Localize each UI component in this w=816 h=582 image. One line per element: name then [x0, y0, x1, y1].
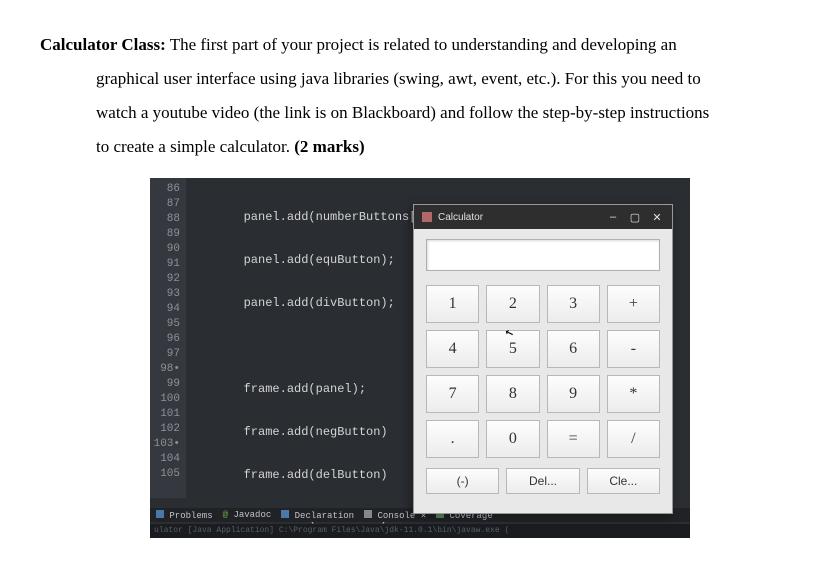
line-number: 99 — [150, 377, 186, 392]
line-number: 86 — [150, 182, 186, 197]
line-number: 93 — [150, 287, 186, 302]
problems-icon — [156, 510, 164, 518]
key-1[interactable]: 1 — [426, 285, 479, 323]
key-4[interactable]: 4 — [426, 330, 479, 368]
declaration-icon — [281, 510, 289, 518]
key-6[interactable]: 6 — [547, 330, 600, 368]
line-number: 88 — [150, 212, 186, 227]
key-clear[interactable]: Cle... — [587, 468, 660, 494]
screenshot-container: 86 87 88 89 90 91 92 93 94 95 96 97 98• … — [40, 178, 776, 538]
calculator-app-icon — [422, 212, 432, 222]
console-icon — [364, 510, 372, 518]
function-row: (-) Del... Cle... — [426, 468, 660, 494]
close-button[interactable]: ✕ — [646, 211, 668, 224]
line4-pre: to create a simple calculator. — [96, 137, 294, 156]
line-number: 96 — [150, 332, 186, 347]
line-number: 105 — [150, 467, 186, 482]
titlebar[interactable]: Calculator – ▢ ✕ — [414, 205, 672, 229]
code-line: frame.add(panel); — [186, 382, 445, 397]
tab-javadoc[interactable]: @ Javadoc — [223, 510, 272, 520]
line-number: 92 — [150, 272, 186, 287]
line-number: 91 — [150, 257, 186, 272]
line-number: 104 — [150, 452, 186, 467]
calculator-window: Calculator – ▢ ✕ 1 2 3 + 4 5 6 - 7 8 — [413, 204, 673, 514]
instruction-line-1: Calculator Class: The first part of your… — [40, 28, 776, 62]
key-0[interactable]: 0 — [486, 420, 539, 458]
code-area: panel.add(numberButtons[0]); panel.add(e… — [186, 178, 445, 498]
tab-declaration[interactable]: Declaration — [281, 510, 354, 521]
key-delete[interactable]: Del... — [506, 468, 579, 494]
line-number: 101 — [150, 407, 186, 422]
key-7[interactable]: 7 — [426, 375, 479, 413]
key-8[interactable]: 8 — [486, 375, 539, 413]
line1-rest: The first part of your project is relate… — [166, 35, 677, 54]
key-equals[interactable]: = — [547, 420, 600, 458]
instruction-line-3: watch a youtube video (the link is on Bl… — [40, 96, 776, 130]
code-line: panel.add(equButton); — [186, 253, 445, 268]
line-number: 97 — [150, 347, 186, 362]
code-editor: 86 87 88 89 90 91 92 93 94 95 96 97 98• … — [150, 178, 690, 538]
line-number: 94 — [150, 302, 186, 317]
keypad: 1 2 3 + 4 5 6 - 7 8 9 * . 0 = / — [426, 285, 660, 458]
javadoc-icon: @ — [223, 510, 228, 520]
key-negate[interactable]: (-) — [426, 468, 499, 494]
key-dot[interactable]: . — [426, 420, 479, 458]
maximize-button[interactable]: ▢ — [624, 211, 646, 224]
key-3[interactable]: 3 — [547, 285, 600, 323]
key-5[interactable]: 5 — [486, 330, 539, 368]
line-number: 89 — [150, 227, 186, 242]
key-multiply[interactable]: * — [607, 375, 660, 413]
line-number: 87 — [150, 197, 186, 212]
instruction-line-4: to create a simple calculator. (2 marks) — [40, 130, 776, 164]
calculator-display[interactable] — [426, 239, 660, 271]
heading: Calculator Class: — [40, 35, 166, 54]
code-line: panel.add(divButton); — [186, 296, 445, 311]
line-number: 102 — [150, 422, 186, 437]
code-line: frame.add(delButton) — [186, 468, 445, 483]
instruction-block: Calculator Class: The first part of your… — [40, 28, 776, 164]
calculator-body: 1 2 3 + 4 5 6 - 7 8 9 * . 0 = / — [414, 229, 672, 506]
code-line — [186, 339, 445, 354]
status-bar: ulator [Java Application] C:\Program Fil… — [150, 524, 690, 538]
code-line: frame.add(negButton) — [186, 425, 445, 440]
line-number: 95 — [150, 317, 186, 332]
code-line: panel.add(numberButtons[0]); — [186, 210, 445, 225]
minimize-button[interactable]: – — [602, 211, 624, 223]
line4-marks: (2 marks) — [294, 137, 364, 156]
key-2[interactable]: 2 — [486, 285, 539, 323]
key-9[interactable]: 9 — [547, 375, 600, 413]
line-number: 100 — [150, 392, 186, 407]
key-plus[interactable]: + — [607, 285, 660, 323]
instruction-line-2: graphical user interface using java libr… — [40, 62, 776, 96]
line-number-gutter: 86 87 88 89 90 91 92 93 94 95 96 97 98• … — [150, 178, 186, 498]
line-number: 103• — [150, 437, 186, 452]
key-minus[interactable]: - — [607, 330, 660, 368]
line-number: 98• — [150, 362, 186, 377]
window-title: Calculator — [438, 212, 602, 223]
key-divide[interactable]: / — [607, 420, 660, 458]
line-number: 90 — [150, 242, 186, 257]
tab-problems[interactable]: Problems — [156, 510, 213, 521]
